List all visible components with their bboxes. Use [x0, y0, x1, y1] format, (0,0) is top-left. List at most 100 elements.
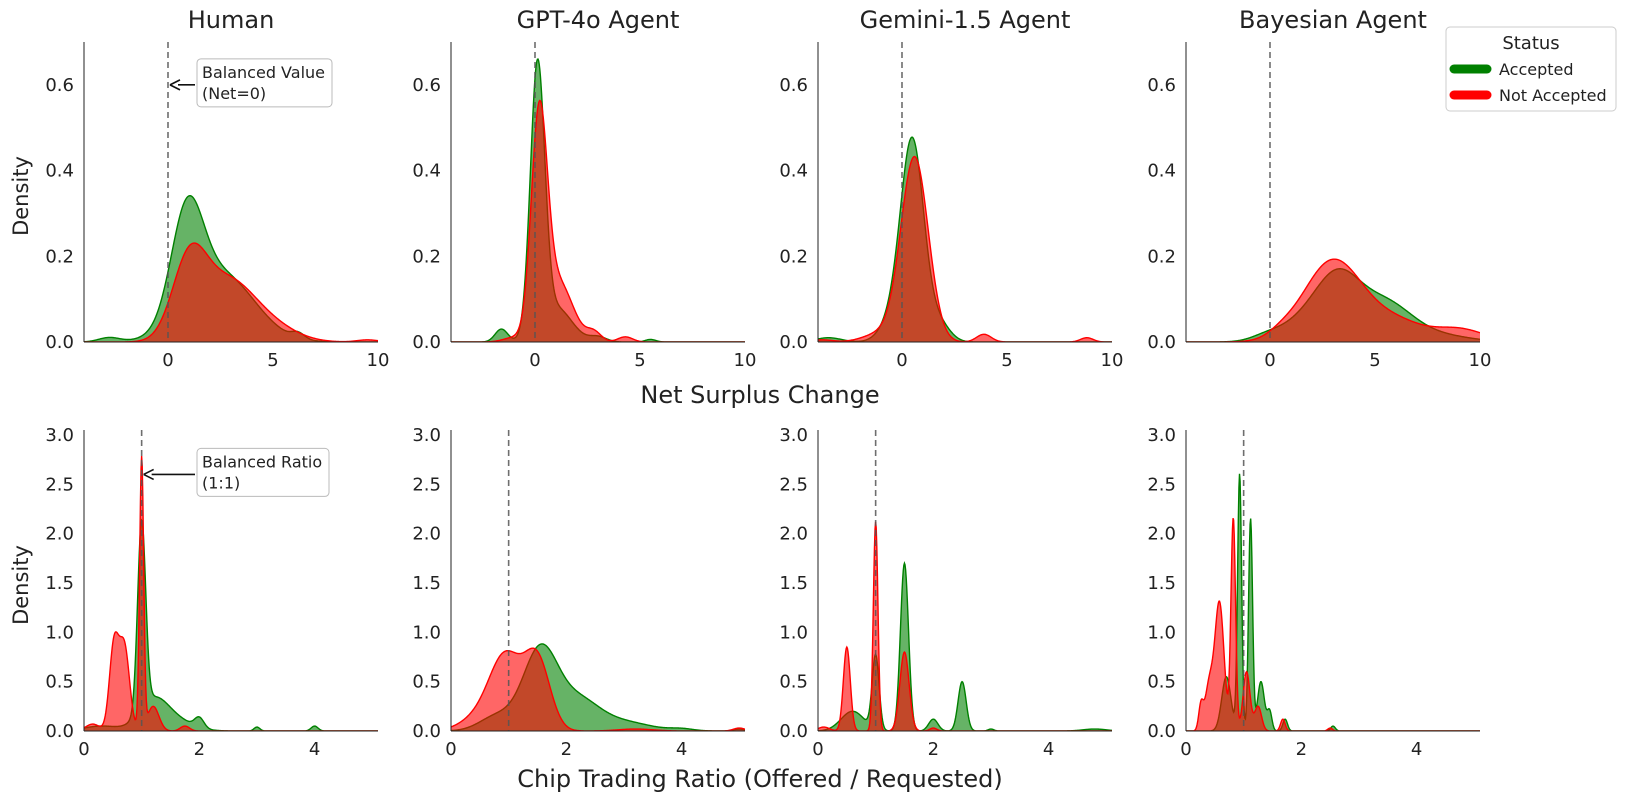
panel-r1-c4: 0.0 0.2 0.4 0.6 0 5 10 Bayesian Agent	[1147, 6, 1491, 371]
panel-title: Gemini-1.5 Agent	[860, 6, 1071, 34]
x-tick-label: 4	[1043, 739, 1054, 760]
y-tick-label: 3.0	[412, 425, 441, 446]
not-accepted-density-area	[1186, 518, 1480, 731]
y-tick-label: 1.0	[1147, 622, 1176, 643]
x-tick-label: 4	[309, 739, 320, 760]
y-tick-label: 0.0	[779, 721, 808, 742]
panel-r2-c1: 0.0 0.5 1.0 1.5 2.0 2.5 3.0 0 2 4 Balanced Ratio (1…	[45, 425, 378, 760]
y-tick-label: 0.5	[1147, 672, 1176, 693]
x-tick-label: 5	[267, 350, 278, 371]
x-tick-label: 0	[896, 350, 907, 371]
y-tick-label: 0.0	[412, 721, 441, 742]
y-tick-label: 1.5	[1147, 573, 1176, 594]
y-tick-label: 0.6	[412, 75, 441, 96]
accepted-density-area	[451, 59, 745, 342]
legend: Status Accepted Not Accepted	[1445, 26, 1617, 112]
not-accepted-density-area	[1186, 259, 1480, 342]
y-tick-label: 2.0	[412, 524, 441, 545]
y-tick-label: 0.4	[412, 161, 441, 182]
density-curves	[451, 643, 745, 731]
row2-xlabel: Chip Trading Ratio (Offered / Requested)	[517, 765, 1003, 793]
y-tick-label: 0.6	[1147, 75, 1176, 96]
x-tick-label: 10	[1469, 350, 1492, 371]
annotation-arrow-head	[143, 468, 155, 481]
y-tick-label: 0.2	[45, 246, 74, 267]
accepted-density-area	[818, 563, 1112, 731]
density-curves	[84, 455, 378, 731]
y-tick-label: 0.0	[412, 332, 441, 353]
panel-r1-c1: 0.0 0.2 0.4 0.6 0 5 10 Human Balanced Value (Net=…	[45, 6, 389, 371]
y-tick-label: 1.5	[779, 573, 808, 594]
not-accepted-density-area	[451, 100, 745, 342]
annotation-arrow-head	[169, 79, 181, 91]
x-tick-label: 4	[676, 739, 687, 760]
density-curves	[818, 521, 1112, 731]
legend-label-not-accepted: Not Accepted	[1499, 86, 1607, 105]
x-tick-label: 2	[1296, 739, 1307, 760]
annotation-text: Balanced Ratio	[202, 452, 322, 471]
y-tick-label: 0.5	[779, 672, 808, 693]
accepted-density-area	[818, 137, 1112, 342]
panel-title: Bayesian Agent	[1239, 6, 1427, 34]
y-tick-label: 1.5	[412, 573, 441, 594]
panel-r2-c4: 0.0 0.5 1.0 1.5 2.0 2.5 3.0 0 2 4	[1147, 425, 1480, 760]
legend-label-accepted: Accepted	[1499, 60, 1574, 79]
y-tick-label: 2.5	[1147, 474, 1176, 495]
density-curves	[84, 194, 378, 342]
x-tick-label: 10	[367, 350, 390, 371]
legend-title: Status	[1502, 33, 1559, 54]
not-accepted-density-line	[818, 155, 1112, 342]
x-tick-label: 0	[812, 739, 823, 760]
not-accepted-density-area	[818, 521, 1112, 731]
density-curves	[451, 58, 745, 342]
panel-r1-c3: 0.0 0.2 0.4 0.6 0 5 10 Gemini-1.5 Agent	[779, 6, 1123, 371]
y-tick-label: 0.6	[45, 75, 74, 96]
annotation-text: Balanced Value	[202, 63, 325, 82]
y-tick-label: 2.0	[1147, 524, 1176, 545]
x-tick-label: 2	[561, 739, 572, 760]
x-tick-label: 10	[1101, 350, 1124, 371]
annotation-box	[196, 447, 330, 497]
panel-r1-c2: 0.0 0.2 0.4 0.6 0 5 10 GPT-4o Agent	[412, 6, 756, 371]
y-tick-label: 3.0	[779, 425, 808, 446]
x-tick-label: 0	[78, 739, 89, 760]
x-tick-label: 0	[1264, 350, 1275, 371]
not-accepted-density-area	[84, 455, 378, 731]
y-tick-label: 2.5	[779, 474, 808, 495]
y-tick-label: 0.2	[779, 246, 808, 267]
panel-r2-c3: 0.0 0.5 1.0 1.5 2.0 2.5 3.0 0 2 4	[779, 425, 1112, 760]
y-tick-label: 1.0	[45, 622, 74, 643]
y-tick-label: 0.0	[45, 332, 74, 353]
y-tick-label: 0.4	[45, 161, 74, 182]
not-accepted-density-line	[84, 455, 378, 731]
y-tick-label: 0.4	[1147, 161, 1176, 182]
y-tick-label: 1.0	[412, 622, 441, 643]
y-tick-label: 2.0	[779, 524, 808, 545]
y-tick-label: 3.0	[1147, 425, 1176, 446]
y-tick-label: 0.5	[412, 672, 441, 693]
x-tick-label: 4	[1411, 739, 1422, 760]
accepted-density-line	[818, 136, 1112, 342]
annotation-box	[196, 58, 333, 108]
panels: 0.0 0.2 0.4 0.6 0 5 10 Human Balanced Value (Net=…	[45, 6, 1491, 760]
legend-box	[1445, 26, 1617, 112]
panel-title: GPT-4o Agent	[517, 6, 680, 34]
row1-xlabel: Net Surplus Change	[640, 381, 879, 409]
x-tick-label: 0	[529, 350, 540, 371]
y-tick-label: 2.5	[412, 474, 441, 495]
x-tick-label: 2	[928, 739, 939, 760]
y-tick-label: 1.5	[45, 573, 74, 594]
y-tick-label: 0.2	[412, 246, 441, 267]
y-tick-label: 0.0	[779, 332, 808, 353]
row2-ylabel: Density	[9, 545, 33, 625]
density-curves	[818, 136, 1112, 342]
accepted-density-line	[451, 58, 745, 342]
x-tick-label: 0	[1180, 739, 1191, 760]
not-accepted-density-line	[451, 99, 745, 342]
y-tick-label: 0.6	[779, 75, 808, 96]
row1-ylabel: Density	[9, 156, 33, 236]
not-accepted-density-area	[84, 243, 378, 342]
x-tick-label: 5	[1369, 350, 1380, 371]
panel-r2-c2: 0.0 0.5 1.0 1.5 2.0 2.5 3.0 0 2 4	[412, 425, 745, 760]
